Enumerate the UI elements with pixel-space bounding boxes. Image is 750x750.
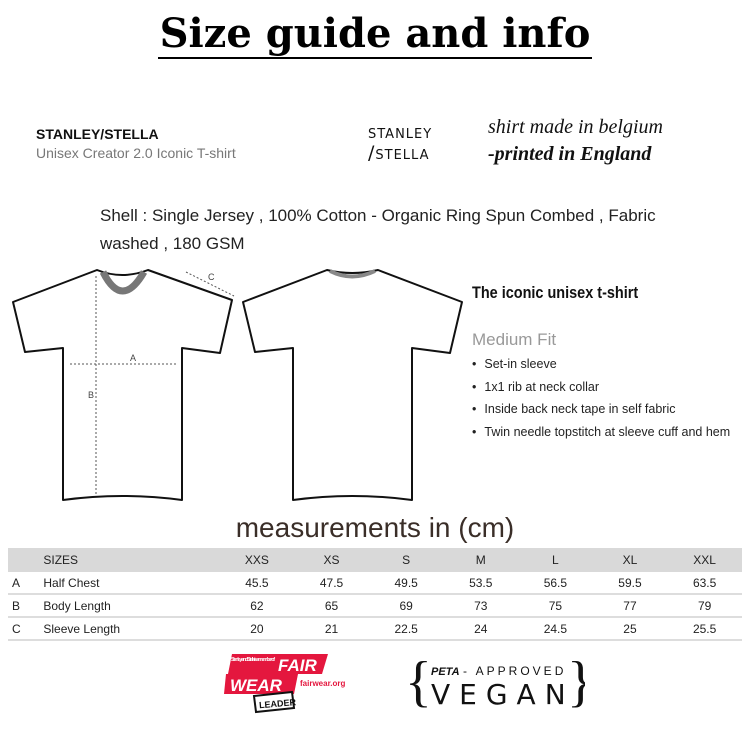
row-key: C xyxy=(8,617,44,641)
right-brace-icon: } xyxy=(567,651,585,713)
stanley-stella-logo: STANLEY /STELLA xyxy=(368,122,432,164)
table-cell: 45.5 xyxy=(219,572,295,595)
peta-text: PETA xyxy=(431,666,460,678)
back-collar xyxy=(329,269,376,279)
table-cell: 69 xyxy=(368,594,444,618)
title-text: Size guide and info xyxy=(157,10,593,59)
header-sizes: SIZES xyxy=(43,553,79,567)
feature-item: Inside back neck tape in self fabric xyxy=(472,402,730,425)
table-cell: 77 xyxy=(592,594,668,618)
measurements-title: measurements in (cm) xyxy=(235,512,515,543)
wear-text: WEAR xyxy=(230,676,283,695)
header-size: XXS xyxy=(244,553,269,567)
table-cell: 62 xyxy=(219,594,295,618)
row-label: Body Length xyxy=(43,594,220,618)
table-cell: 20 xyxy=(219,617,295,641)
logo-line2: /STELLA xyxy=(368,142,430,164)
label-a: A xyxy=(130,353,136,363)
row-label: Sleeve Length xyxy=(43,617,220,641)
printed-in-text: -printed in England xyxy=(488,143,652,165)
fairwear-small-text: Stanley and Stella is a member of xyxy=(231,657,275,663)
peta-vegan-badge: { } PETA - APPROVED VEGAN xyxy=(405,651,585,713)
row-key: A xyxy=(8,572,44,595)
back-shirt xyxy=(242,269,463,501)
row-key: B xyxy=(8,594,44,618)
table-row: A Half Chest 45.5 47.5 49.5 53.5 56.5 59.5 63.5 xyxy=(8,572,742,595)
brand-name: STANLEY/STELLA xyxy=(36,126,159,142)
table-row: C Sleeve Length 20 21 22.5 24 24.5 25 25.5 xyxy=(8,617,742,641)
table-cell: 22.5 xyxy=(368,617,444,641)
header-size: M xyxy=(475,553,486,567)
logo-line1: STANLEY xyxy=(368,121,433,143)
front-shirt xyxy=(12,269,233,501)
table-cell: 49.5 xyxy=(368,572,444,595)
table-cell: 24.5 xyxy=(518,617,593,641)
table-cell: 47.5 xyxy=(294,572,369,595)
label-c: C xyxy=(208,272,215,282)
fit-label: Medium Fit xyxy=(472,330,557,349)
table-row: B Body Length 62 65 69 73 75 77 79 xyxy=(8,594,742,618)
model-name: Unisex Creator 2.0 Iconic T-shirt xyxy=(36,145,236,161)
tshirt-diagram: A B C xyxy=(12,269,463,501)
table-cell: 59.5 xyxy=(592,572,668,595)
table-cell: 25.5 xyxy=(667,617,742,641)
header-key xyxy=(8,548,43,572)
fabric-description: Shell : Single Jersey , 100% Cotton - Or… xyxy=(100,206,656,253)
made-in-text: shirt made in belgium xyxy=(488,116,663,138)
table-cell: 73 xyxy=(443,594,519,618)
header-size: XL xyxy=(622,553,638,567)
size-table: SIZES XXS XS S M L XL XXL A Half Chest 45… xyxy=(8,548,742,641)
leader-text: LEADER xyxy=(259,697,297,710)
table-cell: 65 xyxy=(294,594,369,618)
table-cell: 79 xyxy=(667,594,742,618)
table-cell: 63.5 xyxy=(667,572,742,595)
feature-list: Set-in sleeve 1x1 rib at neck collar Ins… xyxy=(472,357,730,447)
vegan-text: VEGAN xyxy=(431,678,575,711)
product-headline: The iconic unisex t-shirt xyxy=(472,283,639,302)
label-b: B xyxy=(88,390,94,400)
feature-item: 1x1 rib at neck collar xyxy=(472,380,730,403)
table-cell: 24 xyxy=(443,617,519,641)
header-size: XXL xyxy=(693,553,716,567)
table-header-row: SIZES XXS XS S M L XL XXL xyxy=(8,548,742,572)
table-cell: 56.5 xyxy=(518,572,593,595)
table-cell: 25 xyxy=(592,617,668,641)
header-size: S xyxy=(402,553,411,567)
approved-text: - APPROVED xyxy=(463,664,566,678)
fairwear-url: fairwear.org xyxy=(300,679,345,688)
fair-wear-leader-badge: Stanley and Stella is a member of FAIR W… xyxy=(224,654,345,714)
table-cell: 75 xyxy=(518,594,593,618)
feature-item: Set-in sleeve xyxy=(472,357,730,380)
feature-item: Twin needle topstitch at sleeve cuff and… xyxy=(472,425,730,448)
table-cell: 53.5 xyxy=(443,572,519,595)
table-cell: 21 xyxy=(294,617,369,641)
page-title: Size guide and info xyxy=(0,10,750,59)
front-collar xyxy=(99,270,148,295)
header-size: L xyxy=(552,553,559,567)
header-size: XS xyxy=(323,553,340,567)
left-brace-icon: { xyxy=(405,651,432,713)
row-label: Half Chest xyxy=(43,572,220,595)
fair-text: FAIR xyxy=(278,656,317,675)
